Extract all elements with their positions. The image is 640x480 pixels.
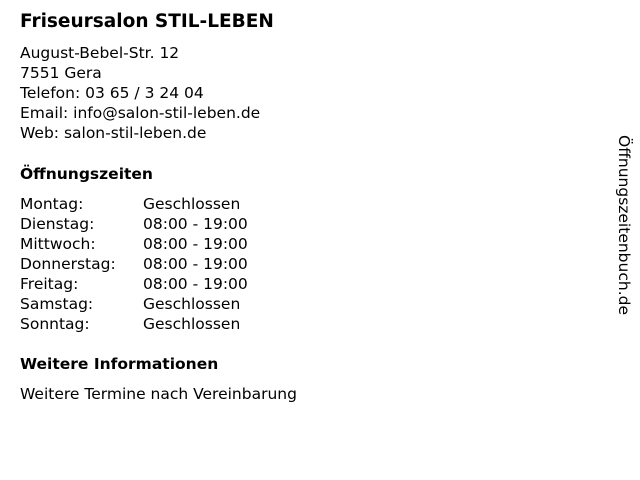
time: 08:00 - 19:00 [143, 215, 248, 233]
salon-name: Friseursalon STIL-LEBEN [20, 11, 274, 32]
time: Geschlossen [143, 315, 241, 333]
more-heading: Weitere Informationen [20, 355, 219, 373]
hours-table: Montag: Geschlossen Dienstag: 08:00 - 19:0… [20, 194, 248, 334]
day: Freitag: [20, 275, 79, 293]
hours-row: Donnerstag: 08:00 - 19:00 [20, 254, 248, 274]
day: Sonntag: [20, 315, 90, 333]
web: Web: salon-stil-leben.de [20, 124, 207, 142]
time: Geschlossen [143, 195, 241, 213]
hours-row: Montag: Geschlossen [20, 194, 248, 214]
time: 08:00 - 19:00 [143, 255, 248, 273]
day: Donnerstag: [20, 255, 116, 273]
city: 7551 Gera [20, 64, 102, 82]
day: Dienstag: [20, 215, 95, 233]
watermark: Öffnungszeitenbuch.de [615, 135, 633, 315]
address-block: August-Bebel-Str. 12 7551 Gera Telefon: … [20, 43, 260, 143]
email: Email: info@salon-stil-leben.de [20, 104, 261, 122]
day: Samstag: [20, 295, 94, 313]
day: Mittwoch: [20, 235, 96, 253]
time: 08:00 - 19:00 [143, 235, 248, 253]
hours-heading: Öffnungszeiten [20, 165, 153, 183]
hours-row: Sonntag: Geschlossen [20, 314, 248, 334]
hours-row: Samstag: Geschlossen [20, 294, 248, 314]
more-text: Weitere Termine nach Vereinbarung [20, 385, 297, 403]
phone: Telefon: 03 65 / 3 24 04 [20, 84, 204, 102]
time: Geschlossen [143, 295, 241, 313]
day: Montag: [20, 195, 84, 213]
hours-row: Mittwoch: 08:00 - 19:00 [20, 234, 248, 254]
hours-row: Dienstag: 08:00 - 19:00 [20, 214, 248, 234]
time: 08:00 - 19:00 [143, 275, 248, 293]
street: August-Bebel-Str. 12 [20, 44, 180, 62]
hours-row: Freitag: 08:00 - 19:00 [20, 274, 248, 294]
